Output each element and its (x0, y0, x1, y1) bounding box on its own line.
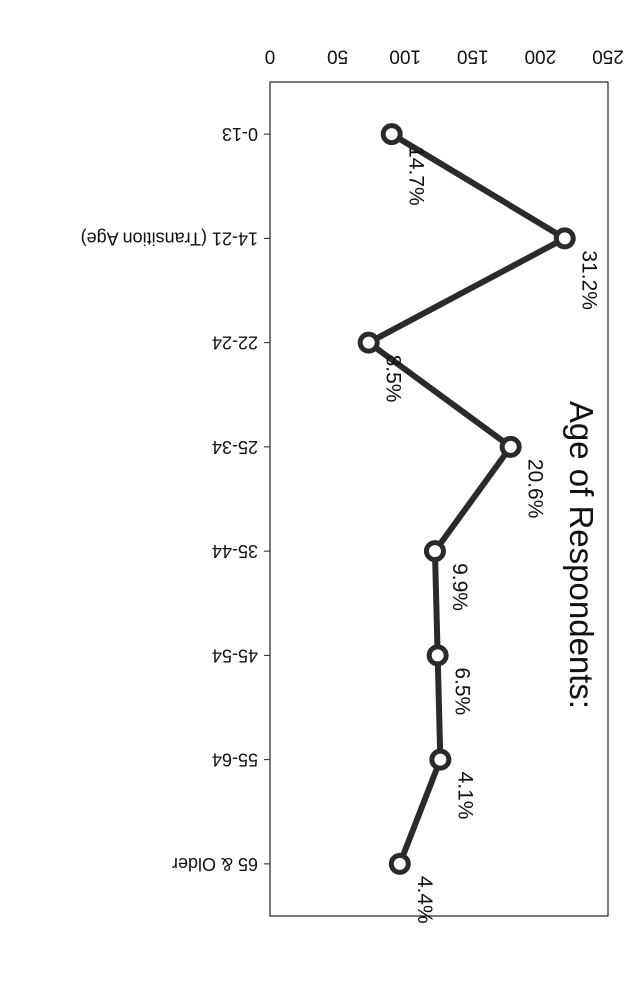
data-markers (357, 123, 576, 875)
chart-title: Age of Respondents: (563, 401, 600, 709)
data-point (357, 331, 380, 354)
x-tick-label: 35-44 (212, 541, 258, 561)
y-tick-label: 150 (457, 46, 489, 67)
x-tick-label: 65 & Older (172, 854, 258, 874)
data-point (388, 852, 411, 875)
data-label: 31.2% (578, 250, 601, 310)
data-label: 14.7% (405, 146, 428, 206)
data-label: 4.4% (413, 876, 436, 924)
x-tick-label: 25-34 (212, 437, 258, 457)
data-label: 8.5% (382, 355, 405, 403)
data-point (499, 435, 522, 458)
data-label: 4.1% (453, 772, 476, 820)
plot-area (269, 81, 609, 917)
data-point (553, 227, 576, 250)
data-point (429, 748, 452, 771)
data-point (380, 123, 403, 146)
x-tick-label: 14-21 (Transition Age) (81, 228, 258, 248)
series-line (365, 131, 568, 867)
data-point (426, 644, 449, 667)
x-tick-label: 22-24 (212, 333, 258, 353)
data-labels: 14.7% 31.2% 8.5% 20.6% 9.9% 6.5% 4.1% 4.4% (382, 146, 601, 924)
data-label: 9.9% (448, 563, 471, 611)
data-label: 20.6% (524, 459, 547, 519)
y-tick-label: 250 (592, 46, 624, 67)
data-label: 6.5% (451, 667, 474, 715)
y-tick-label: 50 (327, 46, 348, 67)
y-tick-label: 100 (389, 46, 421, 67)
x-tick-label: 55-64 (212, 750, 258, 770)
x-tick-label: 0-13 (222, 124, 258, 144)
y-tick-label: 0 (265, 46, 276, 67)
data-point (423, 540, 446, 563)
y-tick-label: 200 (525, 46, 557, 67)
x-tick-label: 45-54 (212, 645, 258, 665)
x-axis-ticks: 0-13 14-21 (Transition Age) 22-24 25-34 35-4… (81, 124, 270, 874)
y-axis-ticks: 0 50 100 150 200 250 (265, 46, 624, 67)
